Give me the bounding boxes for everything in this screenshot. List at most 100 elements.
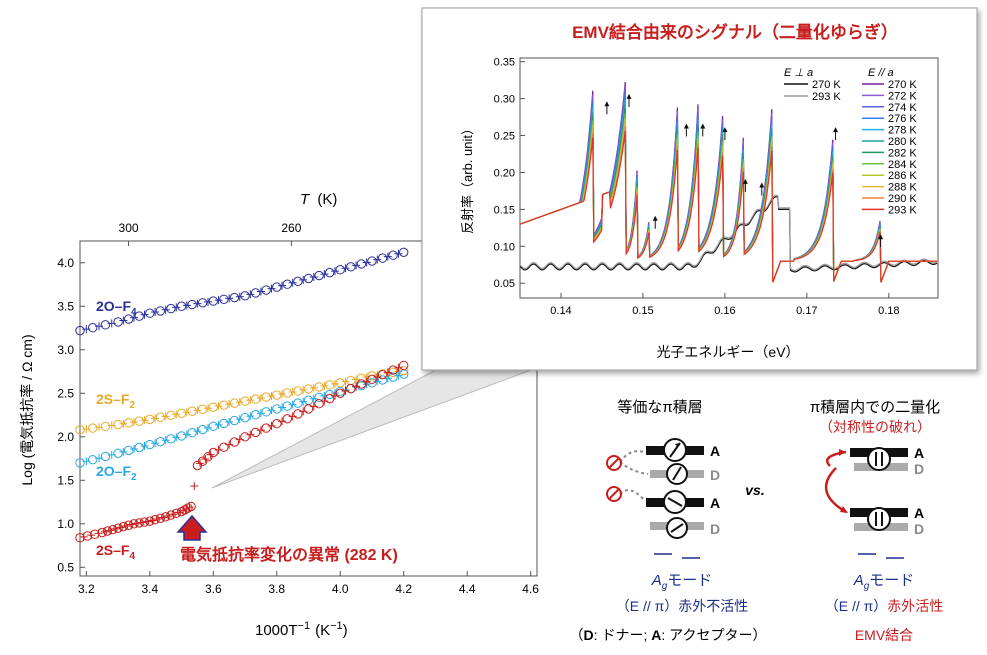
data-point (235, 415, 244, 424)
data-point (196, 459, 205, 468)
reflectance-lines (519, 81, 938, 283)
data-point (123, 418, 134, 428)
data-point (293, 398, 303, 408)
donor-acceptor-footnote: （D: ドナー; A: アクセプター） (570, 627, 767, 643)
top-axis-label: T (K) (300, 191, 337, 208)
data-point (261, 407, 271, 417)
data-point (229, 292, 240, 303)
data-point (356, 259, 367, 269)
equal-stack-molecules: A D A D (606, 438, 720, 559)
data-point (293, 386, 303, 396)
data-point (113, 448, 123, 459)
spectrum-par-11 (519, 131, 937, 283)
data-point (208, 447, 218, 458)
legend-label: 272 K (888, 90, 917, 102)
data-point (134, 416, 144, 426)
data-point (113, 419, 123, 430)
molecule-a-1 (646, 438, 704, 462)
inset-x-tick-label: 0.15 (632, 305, 653, 317)
data-point (186, 501, 196, 512)
legend-label: 270 K (812, 79, 841, 91)
legend-perp-title: E ⊥ a (784, 67, 813, 79)
legend-label: 290 K (888, 193, 917, 205)
x-tick-label: 3.4 (141, 582, 158, 596)
callout-wedge (211, 351, 581, 489)
legend-label: 286 K (888, 170, 917, 182)
legend-par-title: E // a (868, 67, 894, 79)
inset-y-tick-label: 0.05 (494, 278, 515, 290)
data-point (261, 392, 271, 402)
data-point (129, 313, 138, 322)
molecule-d-1 (650, 463, 704, 485)
data-point (314, 392, 324, 403)
data-point (267, 406, 276, 415)
data-point (267, 421, 276, 430)
data-point (388, 365, 398, 375)
data-point (356, 373, 367, 383)
data-point (352, 382, 361, 391)
data-point (129, 444, 138, 453)
data-point (151, 439, 160, 448)
data-point (214, 402, 223, 411)
data-point (193, 427, 202, 436)
data-point (246, 396, 255, 405)
data-point (278, 281, 287, 290)
y-tick-label: 1.0 (57, 517, 74, 531)
x-tick-label: 3.2 (78, 582, 95, 596)
data-point (225, 440, 234, 449)
resistivity-y-label: Log (電気抵抗率 / Ω cm) (19, 334, 35, 485)
vs-label: vs. (745, 482, 764, 498)
inset-x-tick-label: 0.16 (714, 305, 735, 317)
data-point (282, 279, 293, 289)
data-point (134, 442, 144, 453)
resistivity-chart: 3.2 3.4 3.6 3.8 4.0 4.2 4.4 4.6 0.5 1.0 1.5 2.0 2.5… (19, 191, 539, 639)
top-tick-label: 260 (281, 221, 301, 235)
right-diagram-subtitle: （対称性の破れ） (819, 419, 931, 435)
data-point (113, 317, 123, 327)
data-point (225, 400, 234, 409)
data-point (214, 420, 223, 429)
data-point (206, 450, 215, 459)
data-point (303, 404, 314, 414)
data-point (250, 394, 261, 404)
y-tick-label: 1.5 (57, 473, 74, 487)
data-point (123, 445, 134, 456)
forbidden-arrow-1 (619, 450, 645, 463)
data-point (341, 377, 350, 386)
inset-y-tick-label: 0.20 (494, 167, 515, 179)
top-tick-label: 300 (119, 221, 139, 235)
data-point (171, 508, 181, 519)
data-point (356, 379, 367, 389)
data-point (219, 442, 229, 452)
data-point (155, 306, 166, 316)
data-point (198, 404, 208, 414)
inset-y-tick-label: 0.25 (494, 131, 515, 143)
y-tick-label: 2.0 (57, 430, 74, 444)
label-d-2: D (710, 521, 720, 537)
data-point (145, 516, 155, 526)
data-point (362, 258, 371, 267)
left-polarization: （E // π）赤外不活性 (616, 598, 749, 614)
inset-x-tick-label: 0.17 (796, 305, 817, 317)
data-point (161, 436, 170, 445)
data-point (303, 384, 314, 394)
data-point (341, 386, 350, 395)
data-point (155, 513, 166, 523)
data-point (155, 437, 166, 447)
data-point (399, 360, 409, 371)
data-point (134, 311, 144, 321)
data-point (324, 393, 335, 404)
resistivity-x-ticks: 3.2 3.4 3.6 3.8 4.0 4.2 4.4 4.6 (78, 571, 539, 596)
data-point (293, 276, 303, 287)
data-point (288, 387, 297, 396)
data-point (352, 261, 361, 270)
data-point (240, 432, 250, 442)
data-point (166, 410, 176, 421)
data-point (388, 250, 398, 260)
data-point (208, 421, 218, 432)
legend-label: 276 K (888, 113, 917, 125)
data-point (330, 267, 339, 276)
data-point (320, 381, 329, 390)
data-point (198, 424, 208, 435)
data-point (256, 394, 265, 403)
